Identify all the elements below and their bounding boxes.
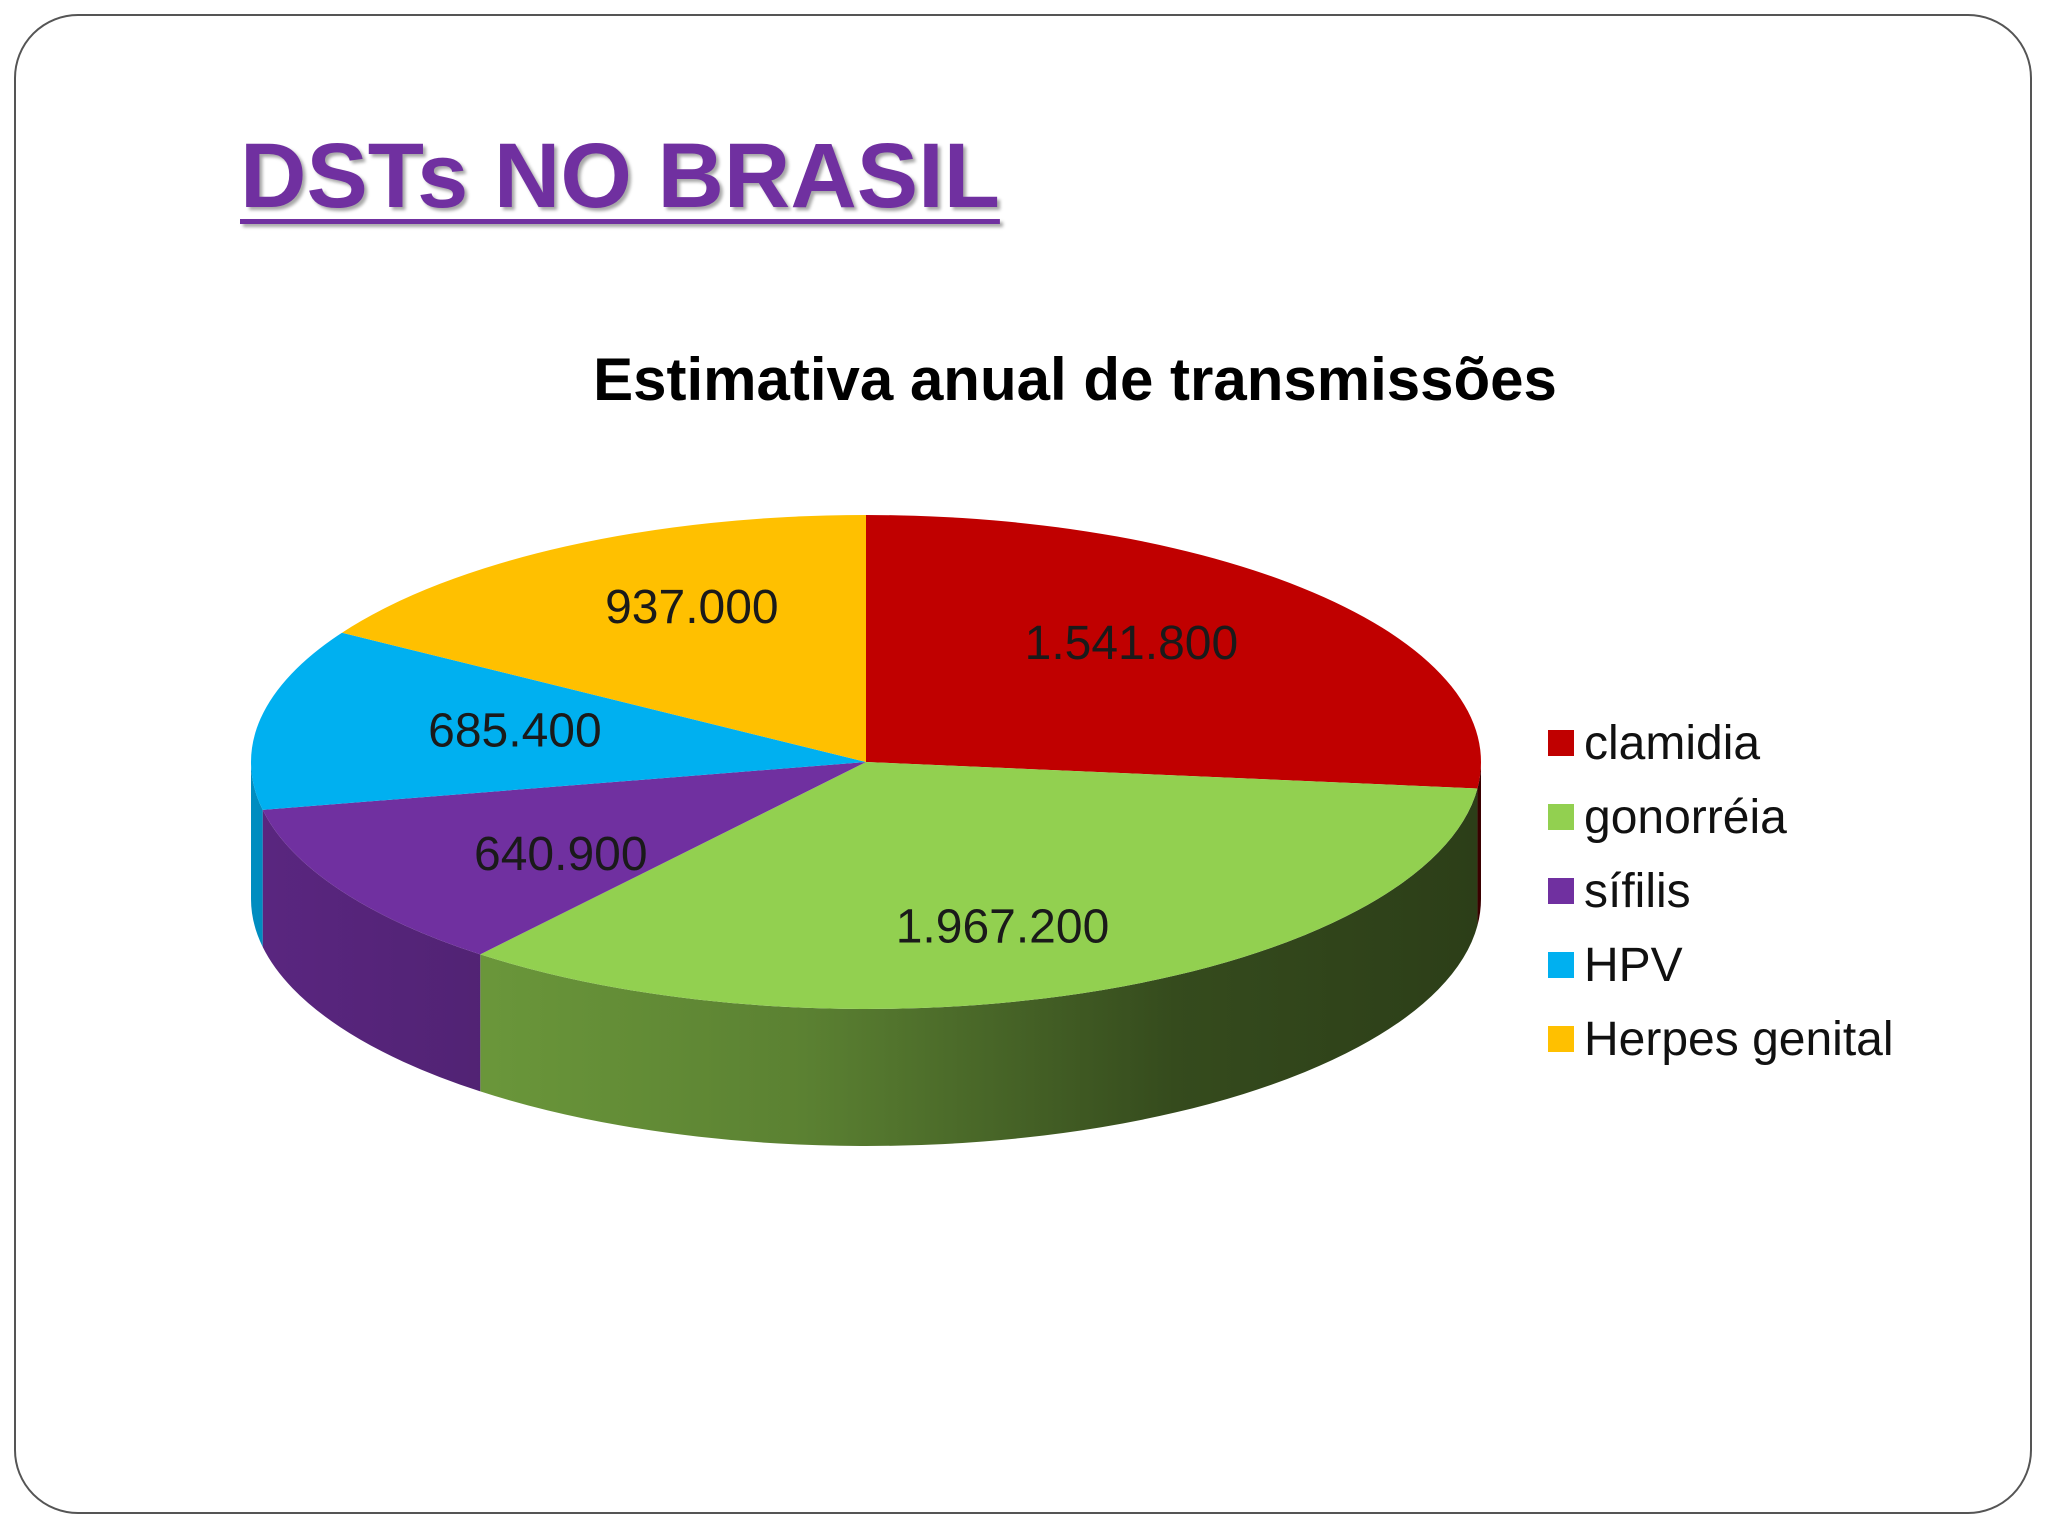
legend-label: sífilis	[1584, 864, 1691, 918]
legend-label: gonorréia	[1584, 790, 1787, 844]
pie-slice-sifilis	[262, 762, 867, 955]
chart-legend: clamidia gonorréia sífilis HPV Herpes genita…	[1548, 706, 1894, 1076]
pie-labels: 1.541.800 1.967.200 640.900 685.400 937.000	[428, 581, 1238, 954]
pie-side-gonorreia	[480, 788, 1478, 1146]
slide-title: DSTs NO BRASIL	[240, 125, 1000, 227]
data-label-herpes-genital: 937.000	[605, 581, 779, 634]
legend-swatch	[1548, 730, 1574, 756]
legend-item-hpv: HPV	[1548, 928, 1894, 1002]
pie-top	[251, 515, 1481, 1009]
legend-label: HPV	[1584, 938, 1683, 992]
pie-slice-hpv	[251, 632, 867, 810]
pie-side-hpv	[251, 762, 263, 947]
data-label-sifilis: 640.900	[474, 828, 648, 881]
legend-item-gonorreia: gonorréia	[1548, 780, 1894, 854]
data-label-hpv: 685.400	[428, 705, 602, 758]
legend-item-sifilis: sífilis	[1548, 854, 1894, 928]
legend-swatch	[1548, 878, 1574, 904]
legend-label: Herpes genital	[1584, 1012, 1894, 1066]
pie-side-sifilis	[262, 809, 481, 1092]
pie-sides	[251, 762, 1481, 1146]
chart-title: Estimativa anual de transmissões	[593, 346, 1557, 413]
legend-item-herpes-genital: Herpes genital	[1548, 1002, 1894, 1076]
legend-swatch	[1548, 1026, 1574, 1052]
pie-slice-herpes-genital	[341, 515, 866, 762]
legend-swatch	[1548, 804, 1574, 830]
legend-label: clamidia	[1584, 716, 1761, 770]
pie-slice-clamidia	[866, 515, 1481, 789]
pie-slice-gonorreia	[480, 762, 1478, 1009]
data-label-gonorreia: 1.967.200	[896, 900, 1110, 953]
legend-item-clamidia: clamidia	[1548, 706, 1894, 780]
pie-side-clamidia	[1477, 762, 1481, 926]
data-label-clamidia: 1.541.800	[1025, 617, 1239, 670]
legend-swatch	[1548, 952, 1574, 978]
